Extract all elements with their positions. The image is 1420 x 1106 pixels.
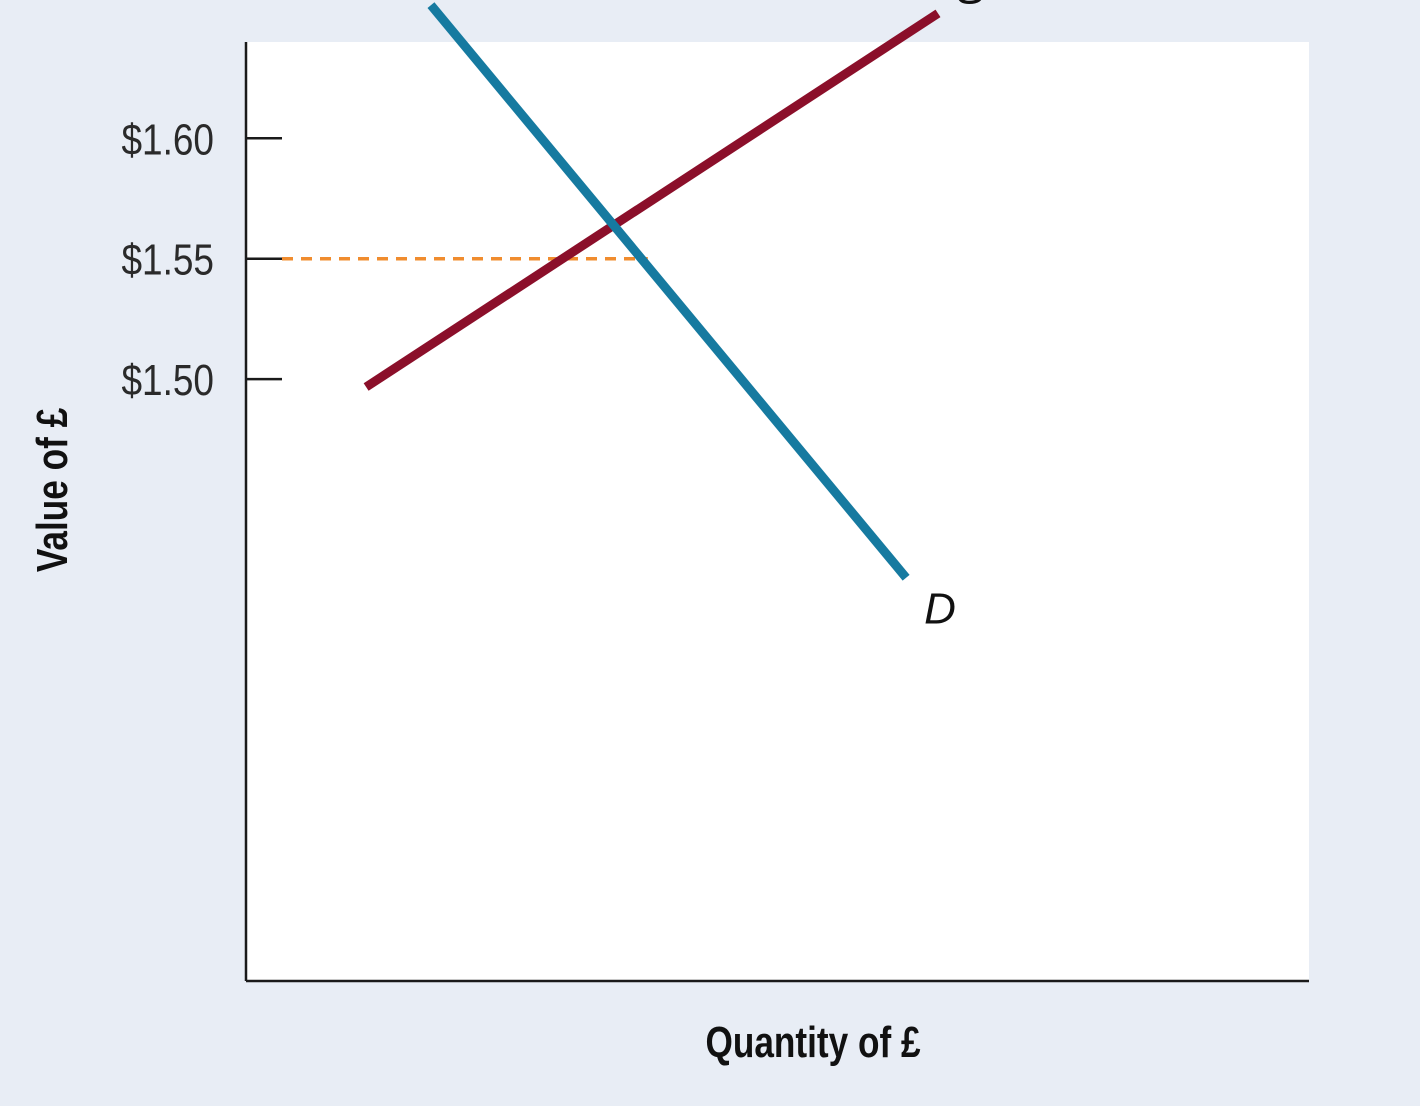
y-tick-label: $1.50 — [122, 355, 214, 405]
y-axis-title: Value of £ — [28, 408, 77, 572]
curve-labels: SD — [924, 0, 985, 634]
series-label-s: S — [956, 0, 985, 13]
series-line-s — [363, 9, 941, 391]
y-tick-label: $1.55 — [122, 235, 214, 285]
chart-marks — [282, 2, 941, 581]
y-ticks: $1.60 $1.55 $1.50 — [122, 114, 282, 405]
x-axis-title: Quantity of £ — [705, 1018, 920, 1067]
series-label-d: D — [924, 585, 956, 634]
series-line-d — [427, 2, 910, 581]
y-tick-label: $1.60 — [122, 114, 214, 164]
plot-area — [246, 42, 1309, 981]
